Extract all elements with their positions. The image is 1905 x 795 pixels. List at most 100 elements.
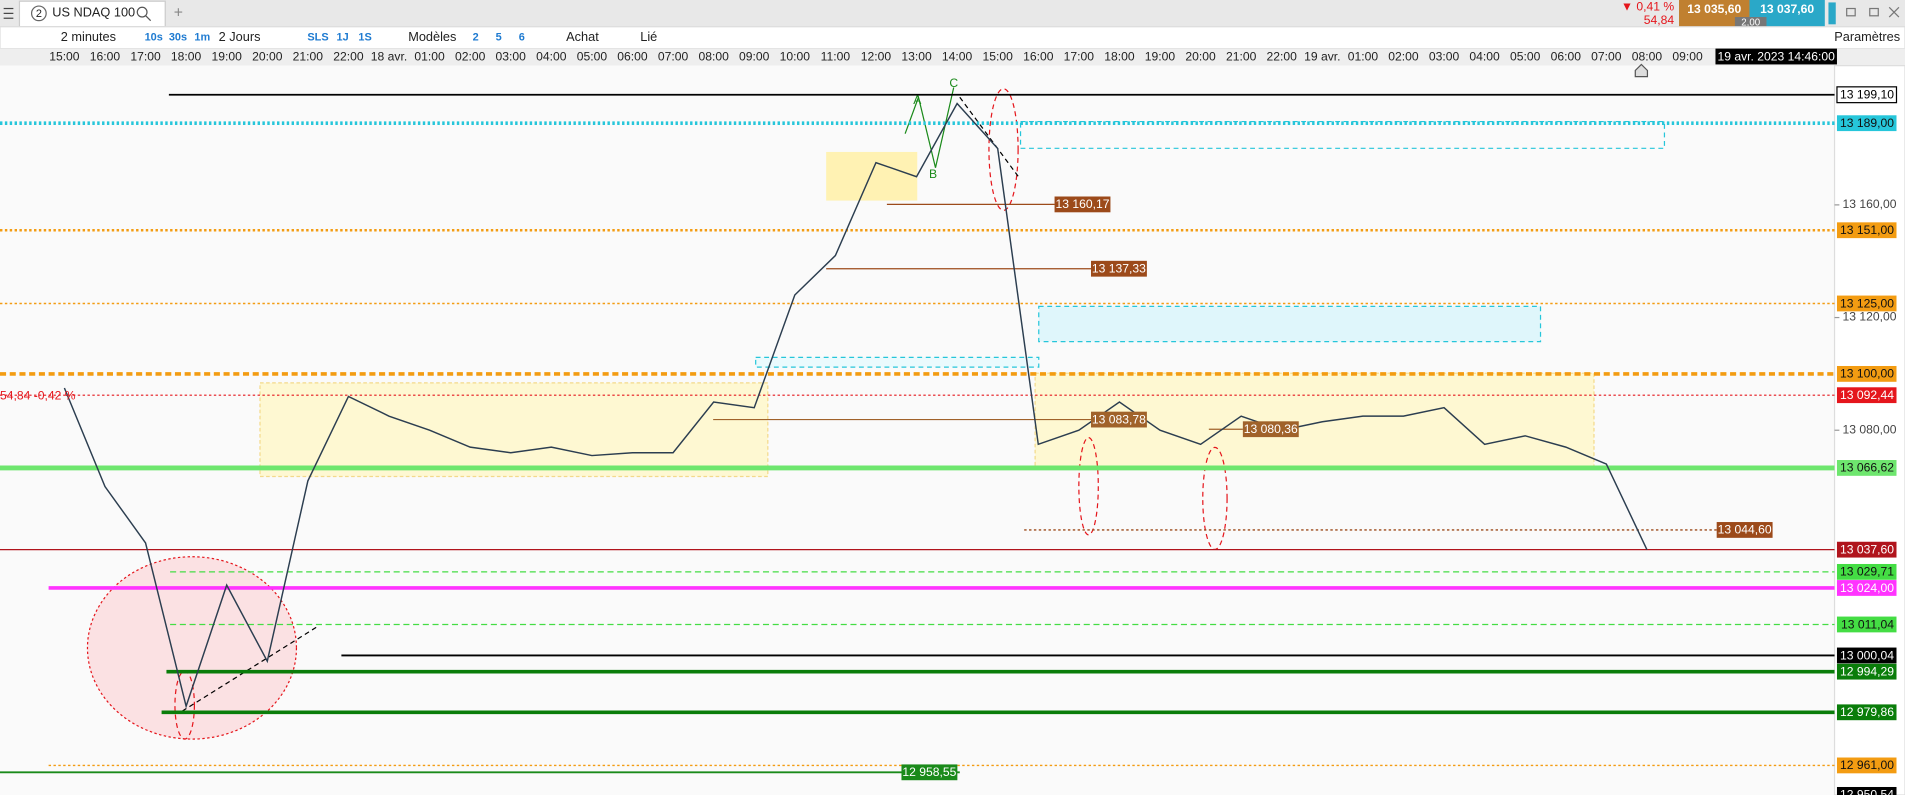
- level-labels: 13 199,10 13 189,00 13 160,17 13 151,00 13 1…: [901, 86, 1898, 795]
- zone: [259, 382, 769, 478]
- tab[interactable]: [18, 0, 166, 28]
- x-tick-label: 20:00: [252, 49, 283, 63]
- y-tick-label: 13 080,00: [1842, 422, 1896, 436]
- toolbar-button[interactable]: 2 Jours: [219, 29, 261, 44]
- level-label-box: [1836, 616, 1897, 633]
- window-icons[interactable]: [1846, 6, 1900, 18]
- highlight-ellipse: [1078, 437, 1099, 536]
- top-bar: [0, 0, 1905, 27]
- highlight-ellipse: [86, 556, 298, 740]
- quote-change-points: 54,84: [1644, 13, 1675, 27]
- x-tick-label: 06:00: [1551, 49, 1582, 63]
- level-label-box: [1091, 411, 1147, 428]
- level-label: 13 080,36: [1244, 422, 1298, 436]
- x-tick-label: 08:00: [1632, 49, 1663, 63]
- level-label: 12 979,86: [1840, 705, 1894, 719]
- level-label: 13 092,44: [1840, 388, 1894, 402]
- tab-badge: [30, 5, 47, 22]
- level-label-box: [1836, 86, 1898, 104]
- quote-change: ▼ 0,41 %: [1621, 0, 1674, 13]
- level-label: 12 961,00: [1840, 758, 1894, 772]
- level-label-box: [1836, 295, 1897, 312]
- x-tick-label: 02:00: [455, 49, 486, 63]
- level-label-box: [1054, 196, 1111, 213]
- add-tab[interactable]: +: [174, 5, 183, 22]
- level-label-box: [1836, 786, 1897, 795]
- x-tick-label: 10:00: [780, 49, 811, 63]
- side-icon[interactable]: [1828, 2, 1836, 25]
- tab-number: 2: [36, 8, 42, 20]
- toolbar-button[interactable]: 2: [473, 32, 479, 44]
- level-label: 13 137,33: [1092, 262, 1146, 276]
- level-label-box: [1091, 260, 1147, 277]
- grid: 15:00 16:00 17:00 18:00 19:00 20:00 21:00 22:00…: [49, 49, 1897, 436]
- toolbar-button[interactable]: SLS: [307, 32, 328, 44]
- bid-price: 13 035,60: [1687, 2, 1741, 16]
- level-label: 13 199,10: [1840, 88, 1894, 102]
- toolbar-button[interactable]: 1m: [194, 32, 210, 44]
- x-tick-label: 03:00: [496, 49, 527, 63]
- y-tick-label: 13 120,00: [1842, 310, 1896, 324]
- level-label: 13 189,00: [1840, 116, 1894, 130]
- zone: [1019, 120, 1666, 149]
- level-label: 13 100,00: [1840, 367, 1894, 381]
- x-tick-label: 09:00: [739, 49, 770, 63]
- x-tick-label: 01:00: [1348, 49, 1379, 63]
- spread-box: [1734, 17, 1767, 28]
- x-tick-label: 14:00: [942, 49, 973, 63]
- toolbar-button[interactable]: 1S: [358, 32, 371, 44]
- x-tick-label: 21:00: [293, 49, 324, 63]
- x-tick-label: 11:00: [821, 49, 851, 63]
- zone: [826, 151, 918, 201]
- toolbar-button[interactable]: 1J: [337, 32, 349, 44]
- x-tick-label: 17:00: [130, 49, 161, 63]
- toolbar-button[interactable]: 10s: [145, 32, 163, 44]
- x-tick-label: 07:00: [1591, 49, 1622, 63]
- ask-price: 13 037,60: [1760, 2, 1814, 16]
- toolbar-button[interactable]: Achat: [566, 29, 599, 44]
- level-label: 13 160,17: [1055, 197, 1109, 211]
- level-label: 13 125,00: [1840, 296, 1894, 310]
- level-label-box: [1836, 704, 1897, 721]
- level-label-box: [1836, 541, 1897, 558]
- x-tick-label: 09:00: [1672, 49, 1703, 63]
- settings[interactable]: Paramètres: [1834, 29, 1900, 44]
- x-tick-label: 18 avr.: [371, 49, 407, 63]
- x-tick-label: 07:00: [658, 49, 689, 63]
- level-label-box: [901, 764, 958, 781]
- toolbar-button[interactable]: 30s: [169, 32, 187, 44]
- x-tick-label: 16:00: [1023, 49, 1054, 63]
- toolbar-button[interactable]: 6: [519, 32, 525, 44]
- wave-label: C: [949, 76, 958, 90]
- search-icon[interactable]: [136, 6, 152, 22]
- x-tick-label: 08:00: [698, 49, 729, 63]
- level-label-box: [1836, 387, 1897, 404]
- level-label-box: [1836, 580, 1897, 596]
- zone: [755, 356, 1040, 368]
- x-tick-label: 16:00: [90, 49, 121, 63]
- level-label: 13 000,04: [1840, 648, 1894, 662]
- toolbar-items: 2 minutes 10s 30s 1m 2 Jours SLS 1J 1S Modèles 2 5…: [61, 29, 658, 44]
- x-tick-label: 01:00: [414, 49, 445, 63]
- toolbar: [0, 26, 1905, 50]
- level-label-box: [1836, 563, 1897, 580]
- toolbar-button[interactable]: Lié: [640, 29, 657, 44]
- x-tick-label: 21:00: [1226, 49, 1257, 63]
- x-tick-label: 19 avr.: [1304, 49, 1340, 63]
- toolbar-button[interactable]: 2 minutes: [61, 29, 116, 44]
- price-series: [63, 102, 1648, 709]
- x-tick-label: 19:00: [1145, 49, 1176, 63]
- x-tick-label: 03:00: [1429, 49, 1460, 63]
- x-tick-label: 13:00: [901, 49, 932, 63]
- toolbar-button[interactable]: 5: [496, 32, 502, 44]
- cursor-time-box: [1715, 48, 1837, 65]
- toolbar-button[interactable]: Modèles: [408, 29, 456, 44]
- wave-label: A: [913, 93, 922, 107]
- menu-icon[interactable]: [3, 7, 14, 19]
- level-label: 12 994,29: [1840, 664, 1894, 678]
- x-tick-label: 12:00: [861, 49, 892, 63]
- level-label-box: [1836, 647, 1897, 664]
- level-label: 12 950,54: [1840, 788, 1894, 795]
- spread: 2,00: [1741, 18, 1761, 29]
- levels: [0, 93, 1835, 774]
